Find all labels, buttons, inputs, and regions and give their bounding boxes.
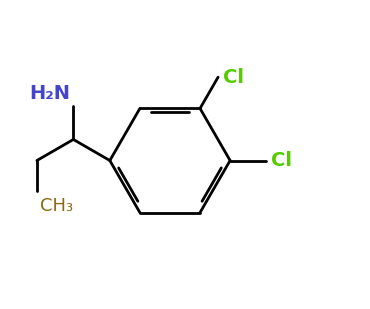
Text: CH₃: CH₃ (40, 197, 73, 214)
Text: Cl: Cl (271, 151, 292, 170)
Text: Cl: Cl (223, 68, 243, 87)
Text: H₂N: H₂N (29, 84, 70, 104)
